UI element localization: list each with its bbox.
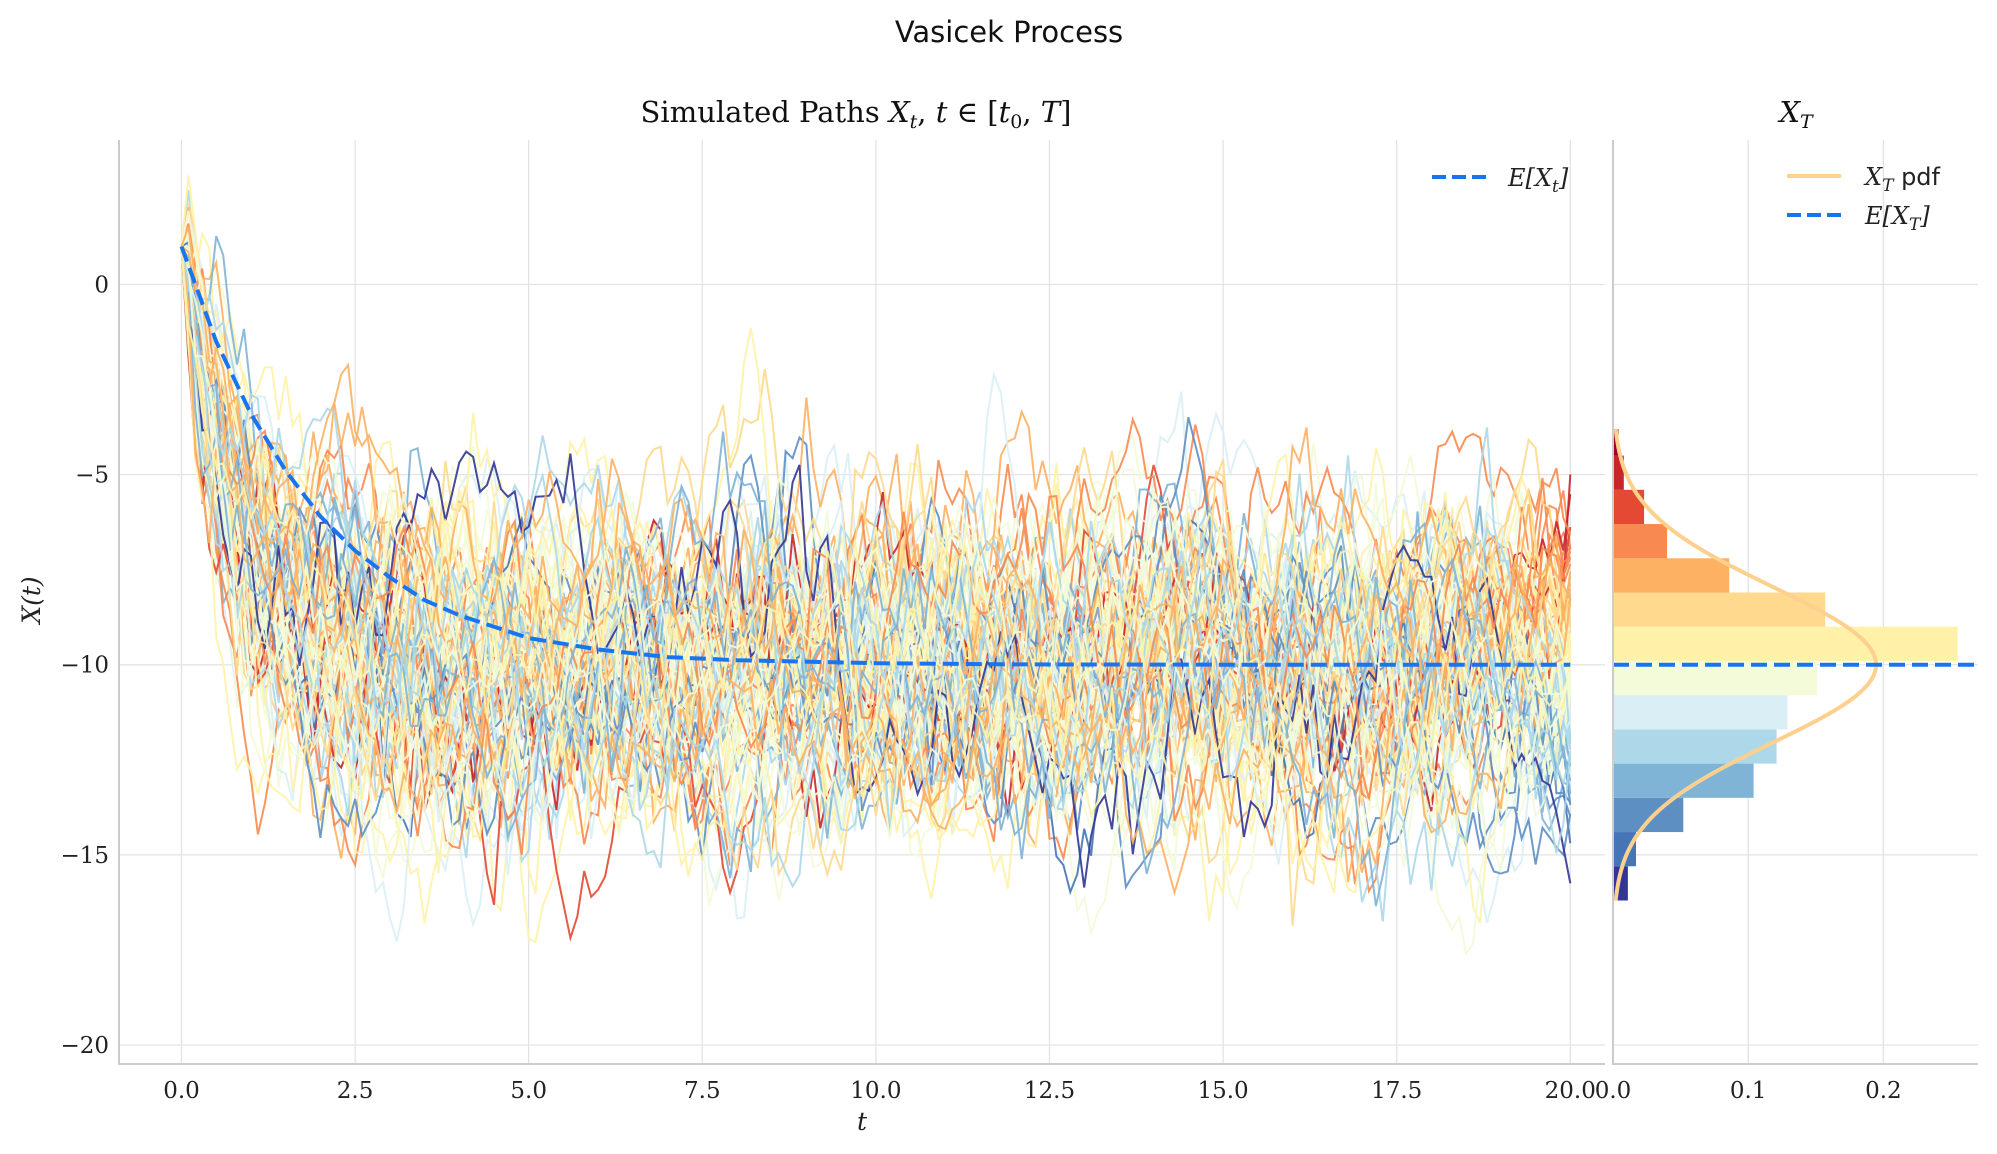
legend-pdf-label: XT pdf [1863, 163, 1941, 196]
histogram-bar [1613, 797, 1684, 833]
paths-axes-spine [118, 140, 1605, 1065]
distribution-axes-spine [1612, 140, 1978, 1065]
simulated-path [180, 246, 1572, 879]
paths-x-tick-label: 7.5 [684, 1078, 721, 1104]
distribution-x-tick-label: 0.1 [1730, 1078, 1767, 1104]
paths-x-tick-label: 2.5 [337, 1078, 374, 1104]
paths-title: Simulated Paths Xt, t ∈ [t0, T] [641, 95, 1072, 133]
simulated-path [180, 246, 1572, 838]
simulated-path [180, 246, 1572, 907]
histogram-bar [1613, 524, 1668, 559]
histogram-bar [1613, 832, 1636, 867]
simulated-path [180, 246, 1572, 831]
distribution-legend: XT pdf E[XT] [1787, 163, 1941, 235]
simulated-path [180, 231, 1572, 830]
paths-x-tick-label: 5.0 [510, 1078, 547, 1104]
distribution-title: XT [1777, 95, 1814, 133]
figure-suptitle: Vasicek Process [895, 15, 1123, 49]
paths-x-tick-label: 15.0 [1197, 1078, 1248, 1104]
paths-y-tick-label: −15 [60, 843, 109, 869]
expectation-line [179, 245, 1571, 667]
simulated-path [180, 246, 1572, 795]
histogram-bar [1613, 626, 1958, 661]
paths-legend: E[Xt] [1432, 164, 1569, 197]
legend-expectation-label: E[Xt] [1507, 164, 1569, 197]
histogram-bar [1613, 455, 1624, 490]
paths-x-tick-label: 0.0 [163, 1078, 200, 1104]
distribution-panel: 0.0 0.1 0.2 XT XT pdf E[XT] [1595, 95, 1978, 1104]
histogram-bar [1613, 729, 1777, 764]
histogram-bar [1613, 558, 1730, 593]
paths-y-tick-label: 0 [94, 272, 109, 298]
distribution-x-tick-label: 0.0 [1595, 1078, 1632, 1104]
paths-y-tick-label: −20 [60, 1033, 109, 1059]
histogram-bar [1613, 592, 1826, 627]
paths-y-tick-label: −10 [60, 653, 109, 679]
legend-mean-label: E[XT] [1864, 202, 1930, 235]
paths-x-tick-label: 20.0 [1545, 1078, 1596, 1104]
simulated-path [180, 246, 1572, 922]
paths-x-label: t [857, 1107, 868, 1136]
simulated-path [180, 226, 1572, 883]
paths-x-tick-label: 17.5 [1371, 1078, 1422, 1104]
simulated-paths [180, 175, 1572, 957]
simulated-path [180, 210, 1572, 957]
distribution-tick-labels: 0.0 0.1 0.2 [1595, 1078, 1902, 1104]
paths-x-tick-label: 12.5 [1024, 1078, 1075, 1104]
paths-y-tick-label: −5 [75, 463, 109, 489]
simulated-path [180, 246, 1572, 888]
paths-tick-labels: 0.0 2.5 5.0 7.5 10.0 12.5 15.0 17.5 20.0 0 −5 −10 −1… [60, 272, 1595, 1104]
paths-panel: 0.0 2.5 5.0 7.5 10.0 12.5 15.0 17.5 20.0 0 −5 −10 −1… [17, 95, 1605, 1136]
paths-y-label: X(t) [17, 576, 46, 625]
paths-x-tick-label: 10.0 [850, 1078, 901, 1104]
histogram-bar [1613, 695, 1788, 730]
simulated-path [180, 246, 1572, 895]
distribution-x-tick-label: 0.2 [1865, 1078, 1902, 1104]
